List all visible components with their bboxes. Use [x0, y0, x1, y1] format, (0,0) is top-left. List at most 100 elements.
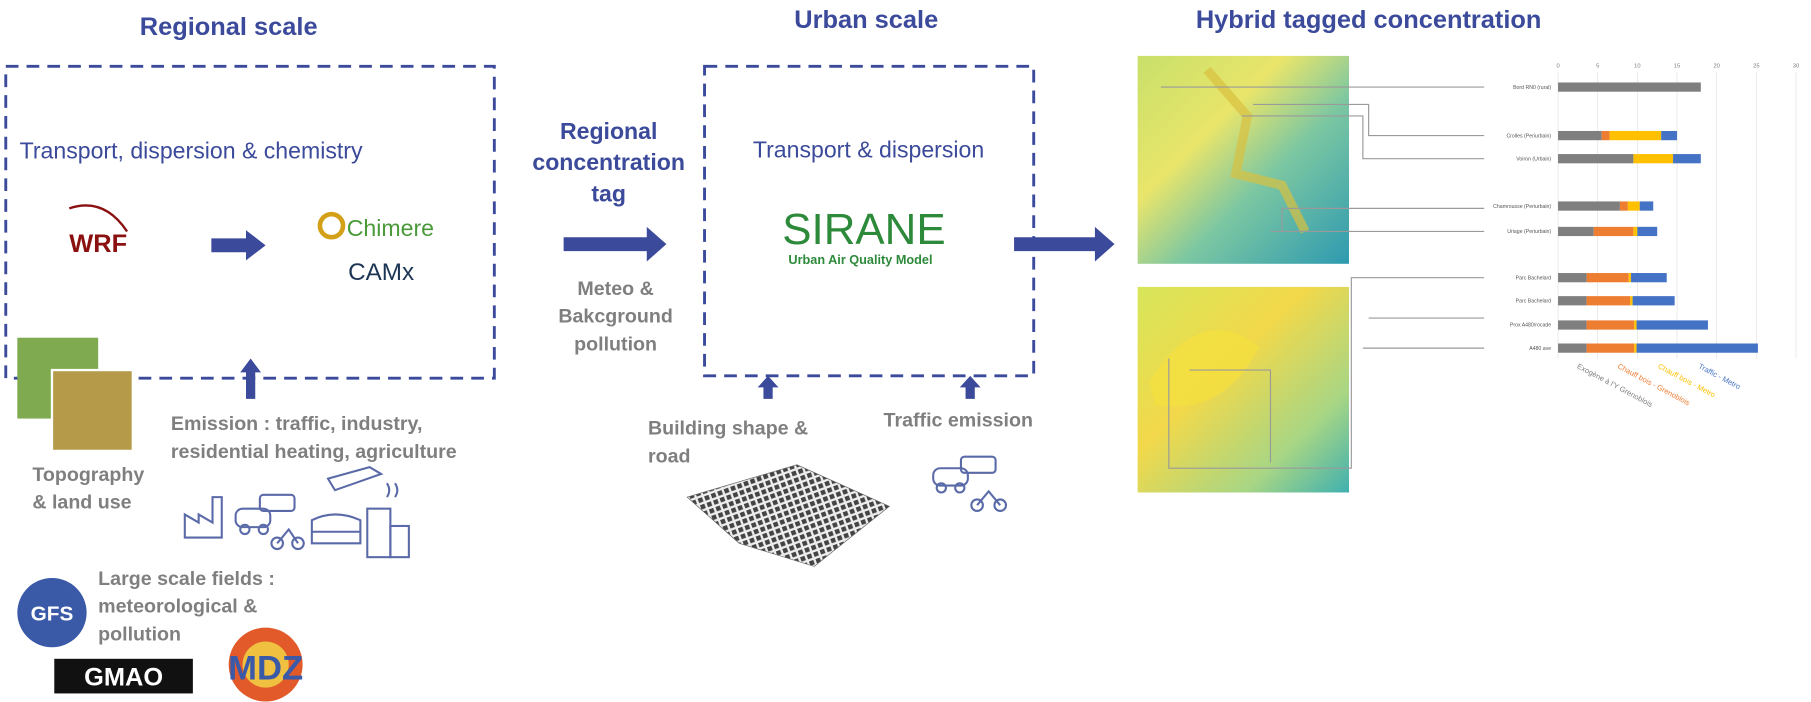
category-label: A480 ave — [1529, 346, 1551, 352]
source-logo: MDZ — [228, 650, 303, 688]
coupling-input: Meteo & — [577, 278, 653, 300]
logo-mark — [317, 211, 346, 240]
bar-segment — [1558, 82, 1701, 92]
category-label: Bord RN0 (rural) — [1513, 85, 1551, 91]
input-label: meteorological & — [98, 596, 257, 618]
x-tick-label: 30 — [1793, 63, 1799, 69]
map-feature — [1203, 66, 1310, 234]
urban-box — [703, 64, 1036, 378]
input-label: pollution — [98, 623, 181, 645]
bar-segment — [1558, 154, 1634, 164]
arrow — [1014, 226, 1115, 262]
x-tick-label: 5 — [1596, 63, 1599, 69]
bar-segment — [1632, 296, 1675, 306]
bar-segment — [1558, 320, 1587, 330]
source-logo-bg — [17, 577, 87, 648]
coupling-label: tag — [591, 180, 626, 206]
input-label: residential heating, agriculture — [171, 441, 457, 463]
model-logo: CAMx — [348, 259, 414, 286]
bar-segment — [1601, 130, 1610, 141]
coupling-input: pollution — [574, 333, 657, 355]
x-tick-label: 20 — [1713, 63, 1719, 69]
traffic-icon — [932, 455, 1008, 513]
model-logo: Chimere — [347, 215, 434, 241]
category-label: Parc Bachelard — [1516, 298, 1552, 304]
x-tick-label: 15 — [1674, 63, 1680, 69]
bar-segment — [1637, 226, 1658, 237]
category-label: Chamrousse (Periurbain) — [1493, 204, 1551, 210]
bar-segment — [1634, 320, 1637, 330]
section-title: Urban scale — [794, 6, 938, 34]
bar-segment — [1593, 226, 1634, 237]
section-title: Regional scale — [140, 13, 318, 41]
bar-segment — [1586, 320, 1635, 330]
legend-label: Exogène à l'Y Grenoblois — [1576, 362, 1655, 410]
bar-segment — [1631, 273, 1667, 283]
category-label: Prox A480/rocade — [1510, 323, 1551, 329]
bar-segment — [1633, 154, 1674, 164]
bar-segment — [1619, 201, 1628, 211]
coupling-input: Bakcground — [558, 306, 673, 328]
category-label: Uriage (Periurbain) — [1507, 229, 1551, 235]
arrow — [757, 375, 779, 399]
x-tick-label: 10 — [1634, 63, 1640, 69]
bar-segment — [1628, 273, 1632, 283]
bar-segment — [1558, 130, 1602, 141]
concentration-map — [1137, 55, 1350, 264]
bar-segment — [1586, 296, 1631, 306]
input-label: & land use — [32, 492, 131, 514]
bar-segment — [1558, 273, 1587, 283]
x-tick-label: 0 — [1556, 63, 1559, 69]
model-subtitle: Urban Air Quality Model — [788, 253, 932, 267]
bar-segment — [1609, 130, 1662, 141]
bar-segment — [1636, 320, 1708, 330]
inset-chart: 0 5 10 15 20 25 30 Bord RN0 (rural) Crolles (Per… — [1493, 63, 1799, 409]
source-logo-bg — [54, 658, 193, 694]
leader-lines — [1160, 86, 1485, 469]
arrow — [240, 358, 262, 399]
emission-icons — [183, 465, 410, 559]
section-title: Hybrid tagged concentration — [1196, 6, 1542, 34]
bar-segment — [1627, 201, 1640, 211]
bar-segment — [1634, 343, 1637, 353]
process-label: Transport & dispersion — [753, 137, 984, 163]
bar-segment — [1558, 201, 1620, 211]
topography-map — [50, 368, 134, 453]
bar-segment — [1636, 343, 1758, 353]
bar-segment — [1630, 296, 1633, 306]
arrow — [563, 226, 667, 262]
input-label: Topography — [32, 464, 144, 486]
coupling-label: concentration — [532, 149, 685, 175]
input-label: Emission : traffic, industry, — [171, 413, 423, 435]
x-tick-label: 25 — [1753, 63, 1759, 69]
bar-segment — [1586, 273, 1629, 283]
source-logo: GFS — [31, 603, 74, 626]
model-logo: SIRANE — [782, 205, 945, 254]
logo-swoosh — [68, 204, 129, 233]
arrow — [959, 375, 981, 399]
process-label: Transport, dispersion & chemistry — [20, 138, 363, 164]
bar-segment — [1633, 226, 1638, 237]
source-logo-bg — [242, 641, 289, 688]
category-label: Parc Bachelard — [1516, 275, 1552, 281]
coupling-label: Regional — [560, 118, 657, 144]
arrow — [211, 230, 266, 261]
bar-segment — [1639, 201, 1654, 211]
category-label: Crolles (Periurbain) — [1506, 133, 1551, 139]
bar-segment — [1558, 296, 1587, 306]
input-label: Building shape & — [648, 418, 808, 440]
bar-segment — [1661, 130, 1678, 141]
input-label: Traffic emission — [884, 410, 1033, 432]
input-label: Large scale fields : — [98, 568, 275, 590]
model-logo: WRF — [69, 230, 127, 258]
map-feature — [1149, 330, 1259, 407]
bar-segment — [1558, 343, 1587, 353]
building-model — [686, 464, 890, 567]
source-logo: GMAO — [84, 663, 163, 691]
category-label: Voiron (Urbain) — [1516, 156, 1551, 162]
bar-segment — [1673, 154, 1701, 164]
bar-segment — [1558, 226, 1594, 237]
bar-segment — [1586, 343, 1635, 353]
input-label: road — [648, 445, 691, 467]
